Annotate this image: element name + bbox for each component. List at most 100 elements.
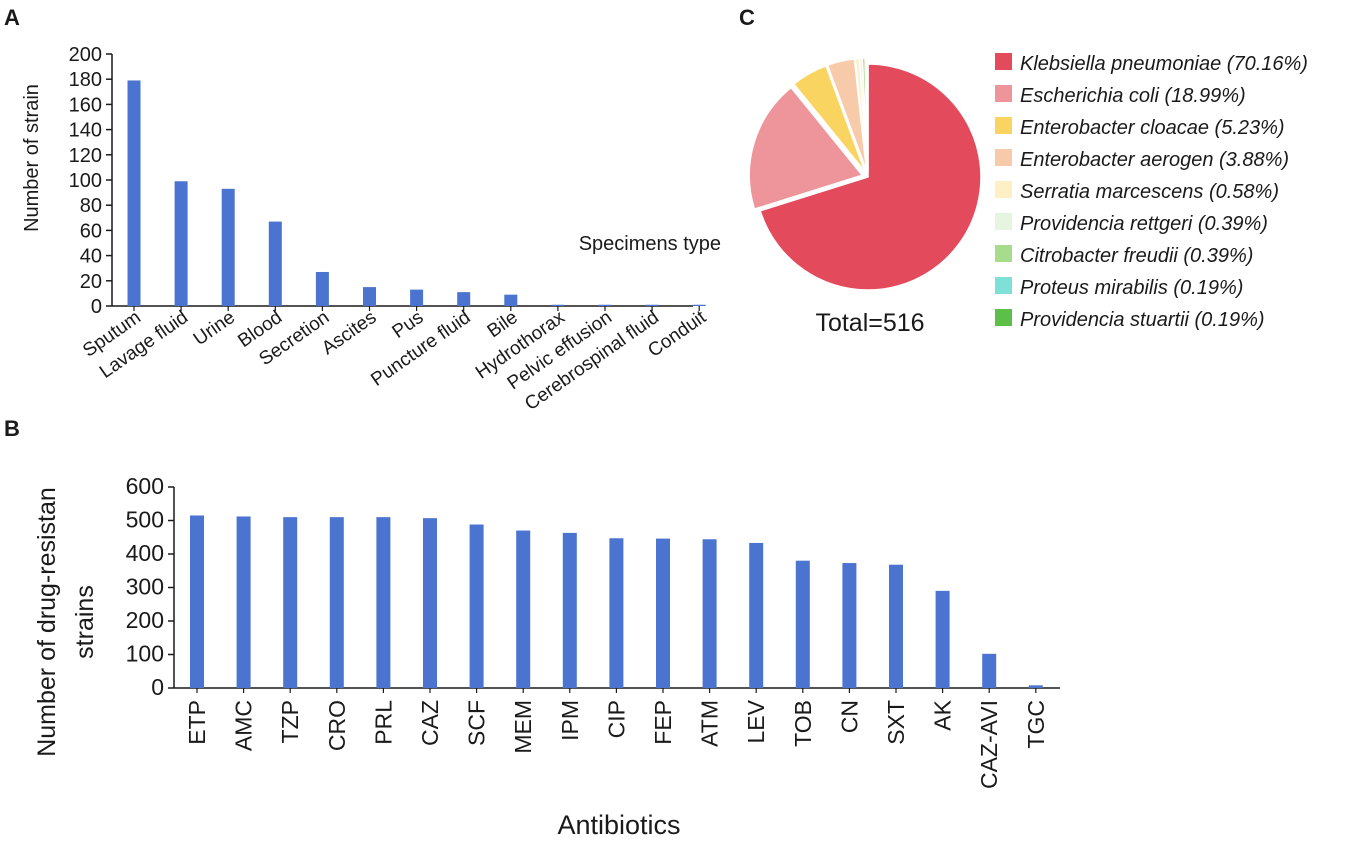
bar-sputum [127, 80, 141, 307]
pie-slice-klebsiella-pneumoniae-70-16 [759, 63, 982, 291]
bar-cro [329, 517, 344, 688]
legend-label-enterobacter-cloacae-5-23: Enterobacter cloacae (5.23%) [1020, 117, 1285, 139]
x-tick-label-atm: ATM [697, 700, 723, 747]
bar-lavage-fluid [174, 181, 188, 306]
y-tick-label: 80 [80, 195, 102, 217]
y-tick-label: 40 [80, 246, 102, 268]
legend-swatch-escherichia-coli-18-99 [995, 85, 1012, 102]
x-tick-label-caz: CAZ [417, 700, 443, 746]
y-tick-label: 20 [80, 271, 102, 293]
x-tick-label-ascites: Ascites [318, 307, 380, 359]
x-tick-label-caz-avi: CAZ-AVI [976, 700, 1002, 789]
bar-sxt [889, 564, 903, 688]
chart-b-antibiotics: 0 100 200 300 400 500 600 ETP AMC TZP CRO PRL CAZ SCF… [33, 473, 1060, 840]
x-tick-label-ipm: IPM [557, 700, 583, 741]
pie-slice-escherichia-coli-18-99 [748, 86, 864, 211]
bar-caz-avi [982, 653, 997, 688]
bar-cerebrospinal-fluid [645, 304, 659, 306]
y-tick-label: 100 [126, 641, 164, 667]
bar-atm [702, 539, 717, 688]
panel-letter-a: A [4, 5, 20, 30]
y-tick-label: 200 [69, 44, 102, 66]
x-tick-label-mem: MEM [510, 700, 536, 754]
chart-a-ylabel: Number of strain [21, 84, 43, 232]
x-tick-label-cip: CIP [603, 700, 629, 738]
y-tick-label: 500 [126, 507, 164, 533]
x-tick-label-lev: LEV [743, 699, 769, 743]
bar-urine [221, 188, 235, 306]
chart-b-ylabel: Number of drug-resistan strains [33, 487, 99, 757]
x-tick-label-ak: AK [930, 699, 956, 730]
bar-conduit [692, 304, 706, 306]
pie-total-label: Total=516 [815, 309, 924, 337]
x-tick-label-tob: TOB [790, 700, 816, 747]
legend-swatch-providencia-rettgeri-0-39 [995, 213, 1012, 230]
bar-fep [656, 538, 670, 688]
legend-label-citrobacter-freudii-0-39: Citrobacter freudii (0.39%) [1020, 245, 1253, 267]
y-tick-label: 160 [69, 94, 102, 116]
y-tick-label: 0 [151, 674, 164, 700]
x-tick-label-sxt: SXT [883, 700, 909, 745]
panel-letter-c: C [739, 5, 755, 30]
x-tick-label-tgc: TGC [1023, 700, 1049, 749]
bar-lev [749, 542, 764, 688]
legend-label-escherichia-coli-18-99: Escherichia coli (18.99%) [1020, 85, 1246, 107]
bar-secretion [315, 271, 329, 306]
x-tick-label-etp: ETP [184, 700, 210, 745]
panel-letter-b: B [4, 416, 20, 441]
y-tick-label: 180 [69, 69, 102, 91]
x-tick-label-fep: FEP [650, 700, 676, 745]
legend-swatch-proteus-mirabilis-0-19 [995, 277, 1012, 294]
legend-label-klebsiella-pneumoniae-70-16: Klebsiella pneumoniae (70.16%) [1020, 53, 1308, 75]
bar-blood [268, 221, 282, 306]
y-tick-label: 200 [126, 607, 164, 633]
bar-etp [190, 515, 204, 688]
x-tick-label-tzp: TZP [277, 700, 303, 743]
bar-tgc [1028, 685, 1043, 688]
legend-label-providencia-stuartii-0-19: Providencia stuartii (0.19%) [1020, 309, 1265, 331]
x-tick-label-urine: Urine [190, 307, 239, 350]
x-tick-label-prl: PRL [370, 700, 396, 745]
bar-tzp [283, 517, 298, 688]
legend-swatch-citrobacter-freudii-0-39 [995, 245, 1012, 262]
y-tick-label: 100 [69, 170, 102, 192]
bar-scf [469, 524, 484, 688]
bar-amc [236, 516, 251, 688]
bar-mem [516, 530, 531, 688]
bar-ak [935, 590, 950, 688]
y-tick-label: 300 [126, 574, 164, 600]
chart-c-species-pie: Total=516 Klebsiella pneumoniae (70.16%) E… [748, 53, 1308, 337]
legend-label-providencia-rettgeri-0-39: Providencia rettgeri (0.39%) [1020, 213, 1268, 235]
bar-cn [842, 563, 857, 688]
bar-prl [376, 517, 391, 688]
y-tick-label: 140 [69, 120, 102, 142]
pie-slice-providencia-stuartii-0-19 [865, 57, 869, 172]
legend-swatch-enterobacter-aerogen-3-88 [995, 149, 1012, 166]
x-tick-label-scf: SCF [464, 700, 490, 746]
bar-cip [609, 538, 624, 688]
legend-swatch-providencia-stuartii-0-19 [995, 309, 1012, 326]
pie-slice-enterobacter-cloacae-5-23 [792, 64, 866, 173]
bar-ipm [562, 532, 577, 688]
bar-pelvic-effusion [598, 304, 612, 306]
chart-b-xlabel: Antibiotics [557, 810, 680, 840]
x-tick-label-cro: CRO [324, 700, 350, 751]
bar-tob [795, 560, 810, 688]
pie-slice-enterobacter-aerogen-3-88 [826, 58, 868, 172]
bar-bile [504, 294, 518, 306]
legend-label-proteus-mirabilis-0-19: Proteus mirabilis (0.19%) [1020, 277, 1243, 299]
bar-pus [410, 289, 424, 306]
y-tick-label: 60 [80, 220, 102, 242]
bar-puncture-fluid [457, 292, 471, 306]
bar-hydrothorax [551, 304, 565, 306]
chart-a-xlabel: Specimens type [579, 233, 721, 255]
legend-swatch-klebsiella-pneumoniae-70-16 [995, 53, 1012, 70]
legend-swatch-enterobacter-cloacae-5-23 [995, 117, 1012, 134]
bar-caz [423, 518, 437, 688]
chart-a-specimens: 020406080100120140160180200SputumLavage … [21, 44, 721, 415]
x-tick-label-cn: CN [836, 700, 862, 733]
legend-swatch-serratia-marcescens-0-58 [995, 181, 1012, 198]
y-tick-label: 600 [126, 473, 164, 499]
y-tick-label: 0 [91, 296, 102, 318]
